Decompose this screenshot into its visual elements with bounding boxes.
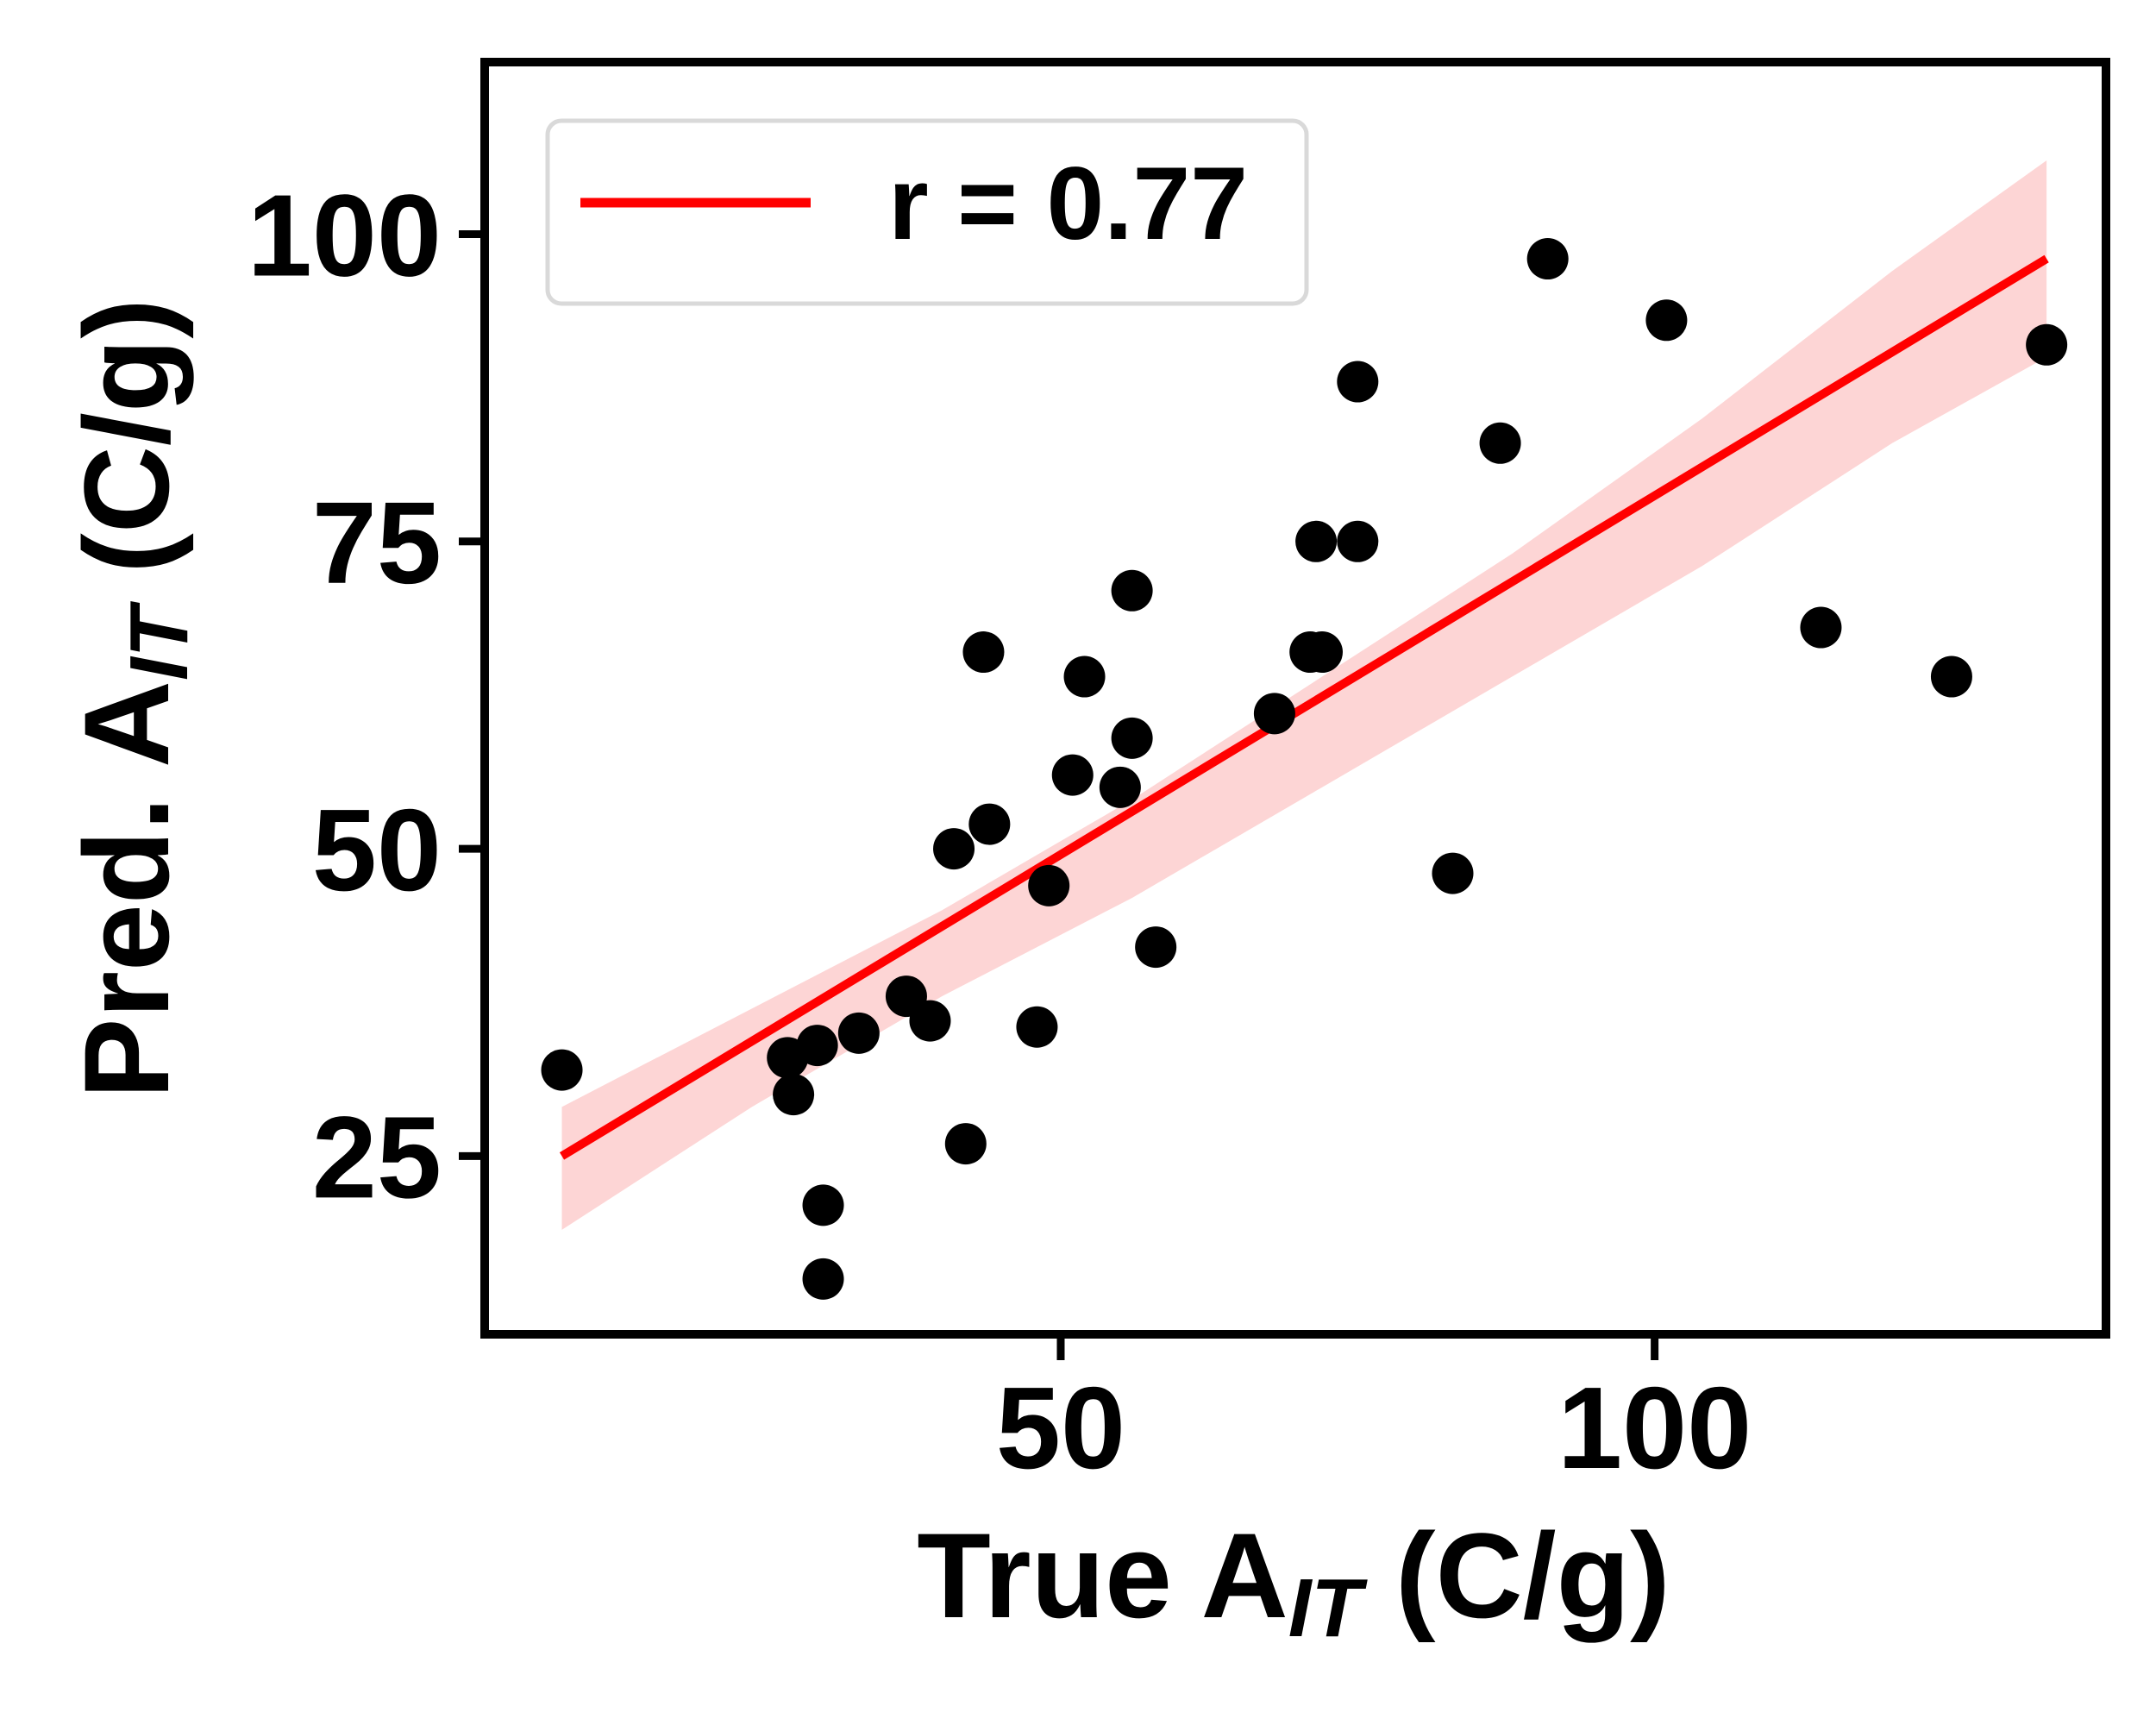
data-point [1111,717,1153,759]
data-point [1111,569,1153,612]
fit-line [559,254,2049,1160]
points-layer [541,238,2068,1300]
data-point [1800,606,1842,649]
data-point [796,1025,838,1067]
data-point [1645,299,1688,342]
data-point [1253,693,1295,735]
data-point [933,828,975,870]
plot-frame [480,58,2110,1339]
data-point [968,803,1011,845]
data-point [1432,852,1474,894]
data-point [2026,323,2068,366]
y-tick-label: 25 [312,1092,442,1222]
legend-label: r = 0.77 [888,146,1248,261]
data-point [1337,361,1379,403]
data-point [909,1000,951,1042]
data-point [1479,422,1521,464]
data-point [1028,864,1070,906]
x-axis-label: True AIT (C/g) [917,1508,1670,1654]
y-tick-label: 100 [248,171,442,301]
data-point [1099,766,1141,808]
legend-box [545,118,1309,306]
y-tick-label: 75 [312,478,442,608]
confidence-band-layer [561,160,2047,1230]
data-point [1063,656,1106,698]
data-point [541,1049,583,1091]
data-point [1135,926,1177,969]
y-axis-ticks: 25 50 75 100 [248,171,485,1222]
fit-line-layer [559,254,2049,1160]
y-tick-label: 50 [312,785,442,915]
x-tick-label: 100 [1557,1363,1752,1493]
y-axis-label: Pred. AIT (C/g) [59,298,205,1099]
legend: r = 0.77 [545,118,1309,306]
data-point [1930,656,1972,698]
x-axis-ticks: 50 100 [996,1334,1752,1493]
x-tick-label: 50 [996,1363,1125,1493]
data-point [1051,754,1094,796]
data-point [1016,1006,1058,1048]
confidence-band [561,160,2047,1230]
data-point [802,1258,844,1300]
data-point [1300,631,1343,674]
data-point [837,1012,880,1054]
data-point [802,1184,844,1226]
data-point [1526,238,1569,280]
data-point [1337,520,1379,562]
data-point [944,1123,987,1165]
data-point [962,631,1005,674]
data-point [1295,520,1338,562]
data-point [773,1074,815,1116]
